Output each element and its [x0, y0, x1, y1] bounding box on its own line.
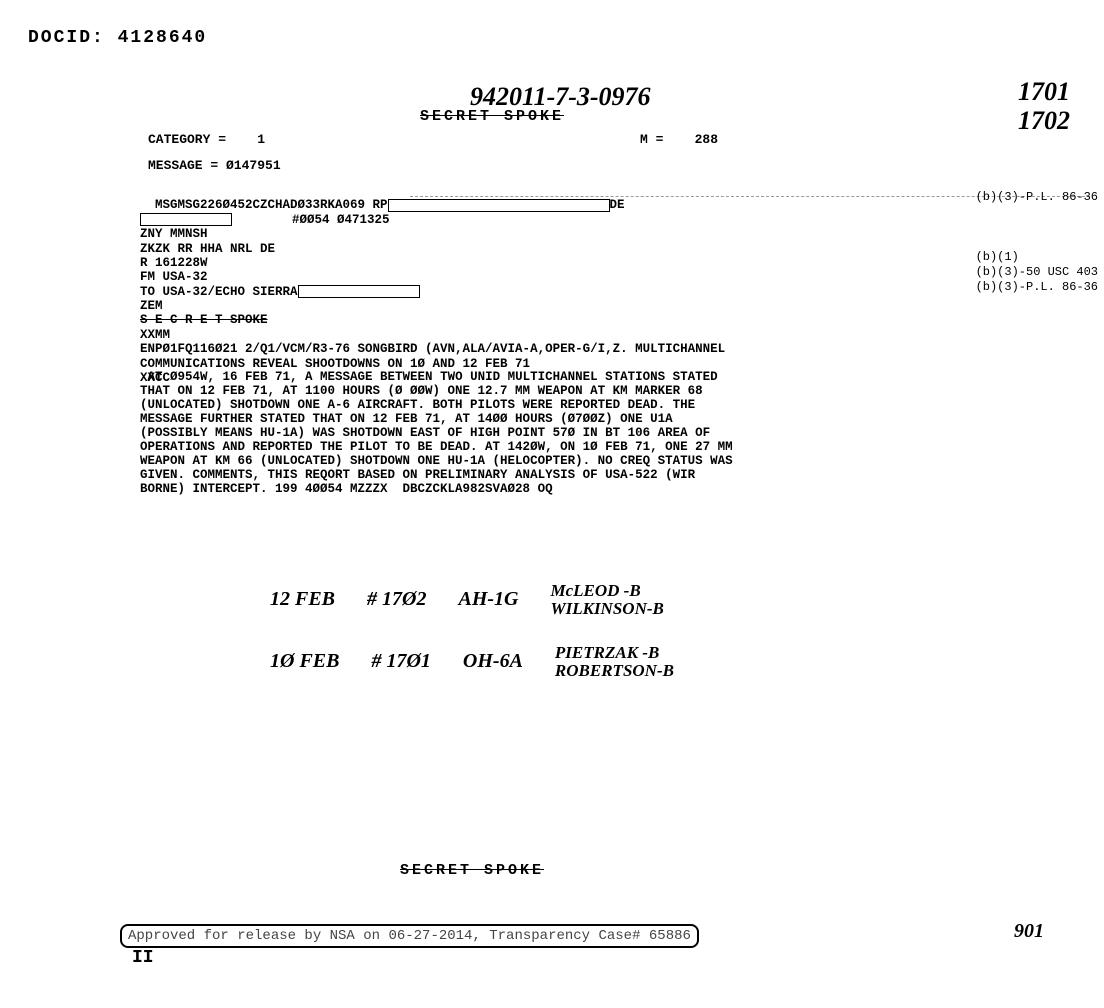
hdr-l4: ZKZK RR HHA NRL DE	[140, 242, 275, 256]
message-id: MESSAGE = Ø147951	[148, 158, 281, 173]
handwritten-side-numbers: 1701 1702	[1018, 78, 1070, 135]
hdr-l5: R 161228W	[140, 256, 208, 270]
hdr-l6: FM USA-32	[140, 270, 208, 284]
note-date: 1Ø FEB	[270, 650, 339, 673]
note-names: McLEOD -B WILKINSON-B	[550, 582, 663, 618]
message-body: AT Ø954W, 16 FEB 71, A MESSAGE BETWEEN T…	[140, 370, 880, 496]
classification-top: SECRET SPOKE	[420, 108, 564, 125]
m-value: M = 288	[640, 132, 718, 147]
note-aircraft: AH-1G	[458, 588, 518, 611]
note-date: 12 FEB	[270, 588, 335, 611]
hdr-l10: XXMM	[140, 328, 170, 342]
side-num-2: 1702	[1018, 107, 1070, 136]
note-aircraft: OH-6A	[463, 650, 523, 673]
hdr-l2: #ØØ54 Ø471325	[232, 213, 390, 227]
exemption-codes-top: (b)(3)-P.L. 86-36	[976, 190, 1098, 205]
message-header: MSGMSG226Ø452CZCHADØ33RKA069 RP DE #ØØ54 …	[140, 184, 725, 385]
hdr-l9: S E C R E T SPOKE	[140, 313, 268, 327]
hdr-l11: ENPØ1FQ116Ø21 2/Q1/VCM/R3-76 SONGBIRD (A…	[140, 342, 725, 356]
redaction-box	[298, 285, 420, 298]
release-approval-stamp: Approved for release by NSA on 06-27-201…	[120, 924, 699, 948]
hdr-l1b: DE	[610, 198, 625, 212]
redaction-box	[140, 213, 232, 226]
category-line: CATEGORY = 1	[148, 132, 265, 147]
note-row: 1Ø FEB # 17Ø1 OH-6A PIETRZAK -B ROBERTSO…	[270, 644, 674, 680]
page-number: 901	[1014, 920, 1044, 943]
tick-mark: II	[132, 948, 154, 968]
hdr-l3: ZNY MMNSH	[140, 227, 208, 241]
note-number: # 17Ø1	[371, 650, 430, 673]
redaction-box	[388, 199, 610, 212]
handwritten-notes: 12 FEB # 17Ø2 AH-1G McLEOD -B WILKINSON-…	[270, 582, 674, 705]
note-row: 12 FEB # 17Ø2 AH-1G McLEOD -B WILKINSON-…	[270, 582, 674, 618]
note-names: PIETRZAK -B ROBERTSON-B	[555, 644, 674, 680]
note-number: # 17Ø2	[367, 588, 426, 611]
docid: DOCID: 4128640	[28, 28, 207, 48]
hdr-l8: ZEM	[140, 299, 163, 313]
side-num-1: 1701	[1018, 78, 1070, 107]
hdr-l12: COMMUNICATIONS REVEAL SHOOTDOWNS ON 1Ø A…	[140, 357, 530, 371]
hdr-l1a: MSGMSG226Ø452CZCHADØ33RKA069 RP	[140, 198, 388, 212]
classification-bottom: SECRET SPOKE	[400, 862, 544, 879]
hdr-l7a: TO USA-32/ECHO SIERRA	[140, 285, 298, 299]
document-page: 942011-7-3-0976 1701 1702 SECRET SPOKE C…	[0, 72, 1104, 952]
exemption-codes-mid: (b)(1) (b)(3)-50 USC 403 (b)(3)-P.L. 86-…	[976, 250, 1098, 295]
